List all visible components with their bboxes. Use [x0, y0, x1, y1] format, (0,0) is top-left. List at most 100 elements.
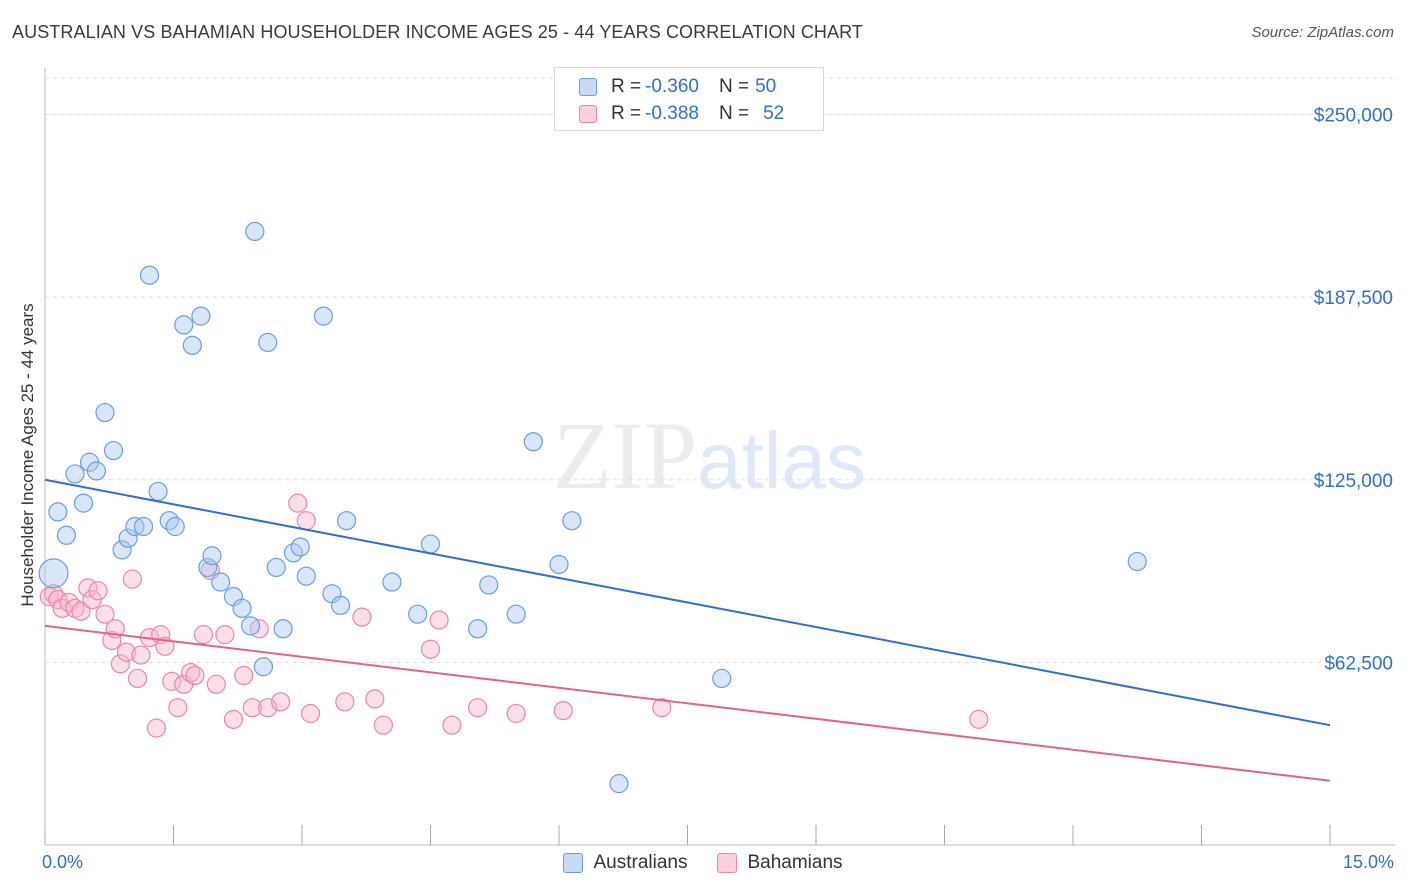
australians-point: [336, 511, 357, 531]
australians-point: [549, 554, 569, 575]
bahamians-points: [39, 493, 989, 738]
bahamians-point: [270, 692, 291, 712]
axes: [44, 68, 1395, 846]
australians-point: [202, 546, 222, 566]
watermark: ZIPatlas: [553, 400, 866, 511]
watermark-atlas: atlas: [697, 416, 866, 505]
bahamians-point: [206, 674, 226, 694]
y-tick-label: $125,000: [1314, 471, 1393, 492]
bahamians-point: [420, 639, 441, 659]
australians-point: [148, 481, 168, 502]
x-tick-label-min: 0.0%: [42, 852, 84, 872]
australians-point: [198, 557, 218, 578]
bahamians-point: [352, 607, 372, 627]
australians-point: [232, 598, 252, 618]
bahamians-point: [122, 569, 142, 589]
australians-point: [159, 511, 179, 531]
australians-point: [506, 604, 526, 624]
bahamians-point: [146, 718, 166, 738]
bahamians-point: [296, 511, 316, 531]
n-label: N =: [718, 76, 750, 97]
bahamians-point: [102, 630, 122, 651]
r-value: -0.360: [645, 76, 699, 97]
trend-lines: [44, 478, 1331, 782]
bahamians-point: [71, 601, 91, 621]
australians-point: [174, 315, 194, 335]
watermark-zip: ZIP: [553, 402, 697, 509]
bahamians-point: [168, 698, 188, 718]
bahamians-point: [373, 715, 393, 735]
legend-label: Australians: [593, 852, 688, 873]
n-value: 50: [755, 76, 777, 97]
australians-point: [182, 335, 202, 355]
australians-point: [56, 525, 77, 545]
australians-point: [523, 432, 543, 452]
australians-point: [112, 540, 132, 560]
australians-point: [165, 516, 185, 537]
y-tick-labels: $62,500 $125,000 $187,500 $250,000: [1314, 106, 1393, 675]
r-label: R =: [611, 76, 642, 97]
bahamians-point: [88, 581, 108, 601]
n-value: 52: [763, 103, 785, 124]
australians-points: [38, 221, 1147, 794]
australians-point: [73, 493, 94, 513]
australians-point: [191, 306, 211, 326]
australians-point: [313, 306, 334, 326]
bahamians-point: [365, 689, 385, 709]
australians-point: [133, 516, 154, 537]
chart-title: AUSTRALIAN VS BAHAMIAN HOUSEHOLDER INCOM…: [12, 22, 864, 42]
australians-point: [65, 464, 85, 484]
australians-point: [241, 616, 261, 636]
bahamians-point: [110, 654, 130, 674]
australians-point: [382, 572, 402, 592]
australians-trend-line: [44, 478, 1331, 727]
n-label: N =: [718, 103, 750, 124]
australians-point: [48, 502, 68, 522]
bahamians-point: [185, 665, 205, 686]
australians-point: [408, 604, 428, 624]
y-tick-label: $62,500: [1324, 653, 1393, 674]
legend-row-australians: R = -0.360 N = 50: [579, 75, 776, 99]
australians-point: [266, 557, 286, 578]
bahamians-point: [116, 642, 136, 662]
australians-point: [103, 440, 124, 461]
bahamians-trend-line: [44, 624, 1331, 782]
australians-point: [95, 402, 115, 423]
australians-point: [211, 572, 231, 592]
australians-swatch: [563, 853, 584, 873]
bahamians-point: [335, 692, 355, 712]
australians-point: [330, 595, 351, 616]
australians-point: [258, 332, 278, 353]
australians-point: [245, 221, 265, 241]
bahamians-point: [223, 709, 244, 729]
australians-point: [712, 668, 732, 689]
r-label: R =: [611, 103, 642, 124]
legend-item-bahamians[interactable]: Bahamians: [717, 852, 843, 874]
series-legend: Australians Bahamians: [0, 852, 1406, 874]
bahamians-point: [193, 625, 214, 645]
legend-label: Bahamians: [747, 852, 843, 873]
australians-point: [86, 461, 107, 481]
australians-point: [139, 265, 160, 285]
y-tick-label: $250,000: [1314, 106, 1393, 127]
r-value: -0.388: [645, 103, 699, 124]
legend-item-australians[interactable]: Australians: [563, 852, 687, 874]
grid: [45, 77, 1395, 663]
australians-point: [609, 774, 629, 794]
bahamians-point: [162, 671, 182, 691]
bahamians-point: [300, 703, 321, 724]
australians-point: [296, 566, 316, 586]
australians-point: [273, 619, 293, 639]
bahamians-point: [652, 698, 672, 718]
australians-point: [118, 528, 138, 548]
bahamians-swatch: [717, 853, 738, 873]
bahamians-point: [429, 610, 449, 630]
australians-point: [1127, 551, 1147, 572]
australians-point: [290, 537, 310, 557]
australians-point: [468, 619, 488, 639]
bahamians-point: [127, 668, 148, 689]
x-tick-label-max: 15.0%: [1342, 852, 1394, 872]
bahamians-point: [506, 703, 526, 724]
australians-swatch: [579, 78, 597, 96]
